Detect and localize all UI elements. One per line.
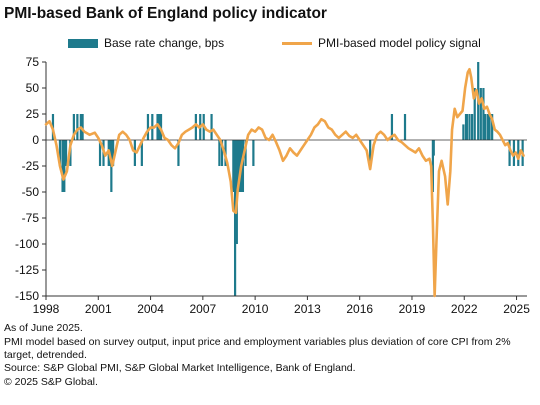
bar xyxy=(241,140,245,192)
y-tick-label: -125 xyxy=(15,263,39,277)
bars-layer xyxy=(51,62,524,296)
bar xyxy=(194,114,197,140)
bar xyxy=(462,124,465,140)
bar xyxy=(72,114,75,140)
legend-line-label: PMI-based model policy signal xyxy=(318,36,481,50)
y-tick-label: -100 xyxy=(15,237,39,251)
x-tick-label: 2022 xyxy=(451,302,478,315)
bar xyxy=(403,114,407,140)
note-source: Source: S&P Global PMI, S&P Global Marke… xyxy=(4,362,356,374)
bar xyxy=(432,140,435,156)
bar xyxy=(482,88,485,140)
bar xyxy=(471,114,474,140)
bar xyxy=(431,140,434,192)
line-layer xyxy=(44,67,525,298)
bar xyxy=(232,140,235,192)
legend-bar-swatch xyxy=(68,38,98,48)
y-tick-label: -50 xyxy=(22,185,40,199)
y-tick-label: 0 xyxy=(32,133,39,147)
x-tick-label: 2016 xyxy=(346,302,373,315)
note-copyright: © 2025 S&P Global. xyxy=(4,376,98,388)
y-tick-label: 75 xyxy=(26,55,40,69)
legend-item-bars: Base rate change, bps xyxy=(68,36,224,50)
bar xyxy=(133,140,136,166)
x-tick-label: 2025 xyxy=(503,302,530,315)
bar xyxy=(81,114,84,140)
bar xyxy=(156,114,159,140)
bar xyxy=(177,140,180,166)
x-tick-label: 2007 xyxy=(189,302,216,315)
bar xyxy=(491,114,494,140)
x-tick-label: 1998 xyxy=(33,302,60,315)
bar xyxy=(479,88,482,140)
bar xyxy=(63,140,66,192)
bar xyxy=(112,140,115,166)
bar xyxy=(517,140,520,166)
y-tick-label: -75 xyxy=(22,211,40,225)
bar xyxy=(486,114,489,140)
y-tick-label: -150 xyxy=(15,289,39,303)
legend-item-line: PMI-based model policy signal xyxy=(282,36,481,50)
bar xyxy=(146,114,150,140)
legend-bar-label: Base rate change, bps xyxy=(104,36,225,50)
bar xyxy=(210,114,213,140)
bar xyxy=(159,114,163,140)
bar xyxy=(465,114,468,140)
x-tick-label: 2019 xyxy=(399,302,426,315)
x-tick-label: 2010 xyxy=(242,302,269,315)
x-tick-label: 2013 xyxy=(294,302,321,315)
x-tick-label: 2004 xyxy=(137,302,164,315)
bar xyxy=(64,140,68,166)
bar xyxy=(488,114,491,140)
policy-signal-line xyxy=(44,67,525,298)
bar xyxy=(468,114,471,140)
bar xyxy=(369,140,372,166)
y-tick-label: 50 xyxy=(26,81,40,95)
bar xyxy=(140,140,143,166)
bar xyxy=(98,140,102,166)
bar xyxy=(473,88,476,140)
y-tick-label: -25 xyxy=(22,159,40,173)
bar xyxy=(76,114,79,140)
bar xyxy=(252,140,255,166)
x-tick-label: 2001 xyxy=(85,302,112,315)
bar xyxy=(233,140,237,296)
note-as-of: As of June 2025. xyxy=(4,322,83,334)
bar xyxy=(218,140,221,166)
bar xyxy=(58,140,62,166)
legend-line-swatch xyxy=(282,41,312,45)
y-tick-label: 25 xyxy=(26,107,40,121)
note-methodology: PMI model based on survey output, input … xyxy=(4,336,511,361)
bar xyxy=(244,140,247,166)
bar xyxy=(390,114,394,140)
bar xyxy=(220,140,224,166)
bar xyxy=(61,140,64,192)
bar xyxy=(508,140,511,166)
chart-title: PMI-based Bank of England policy indicat… xyxy=(4,5,327,22)
bar xyxy=(484,114,487,140)
chart-legend: Base rate change, bps PMI-based model po… xyxy=(0,36,540,54)
bar xyxy=(238,140,241,192)
